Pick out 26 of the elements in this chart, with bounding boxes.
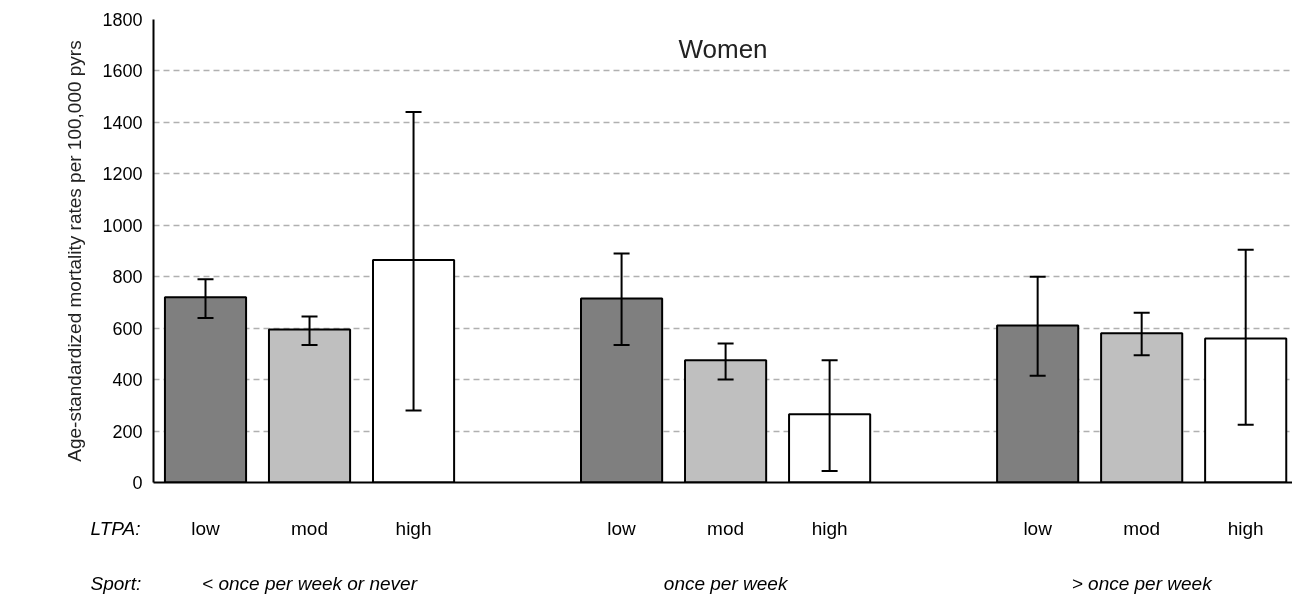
x-tick-label: mod — [291, 518, 329, 539]
x-tick-label: low — [191, 518, 221, 539]
text: Women — [678, 33, 768, 64]
x-tick-label: mod — [1123, 518, 1161, 539]
text: > once per week — [1071, 573, 1214, 594]
y-tick-label: 1400 — [102, 112, 143, 133]
y-tick-label: 0 — [132, 473, 143, 493]
x-tick-label: mod — [707, 518, 745, 539]
x-tick-label: low — [607, 518, 637, 539]
x-tick-label: low — [1023, 518, 1053, 539]
y-tick-label: 1600 — [102, 61, 143, 82]
text: Sport: — [90, 573, 142, 594]
y-tick-label: 1800 — [102, 10, 143, 30]
x-tick-label: high — [1227, 518, 1264, 539]
x-tick-label: high — [395, 518, 432, 539]
text: LTPA: — [90, 518, 141, 539]
text: < once per week or never — [202, 573, 418, 594]
y-tick-label: 600 — [112, 318, 143, 339]
text: once per week — [663, 573, 789, 594]
y-tick-label: 400 — [112, 370, 143, 391]
y-tick-label: 1200 — [102, 164, 143, 185]
y-tick-label: 200 — [112, 421, 143, 442]
y-tick-label: 800 — [112, 267, 143, 288]
y-tick-label: 1000 — [102, 215, 143, 236]
x-tick-label: high — [811, 518, 848, 539]
y-axis-title: Age-standardized mortality rates per 100,000 pyrs — [64, 40, 86, 462]
